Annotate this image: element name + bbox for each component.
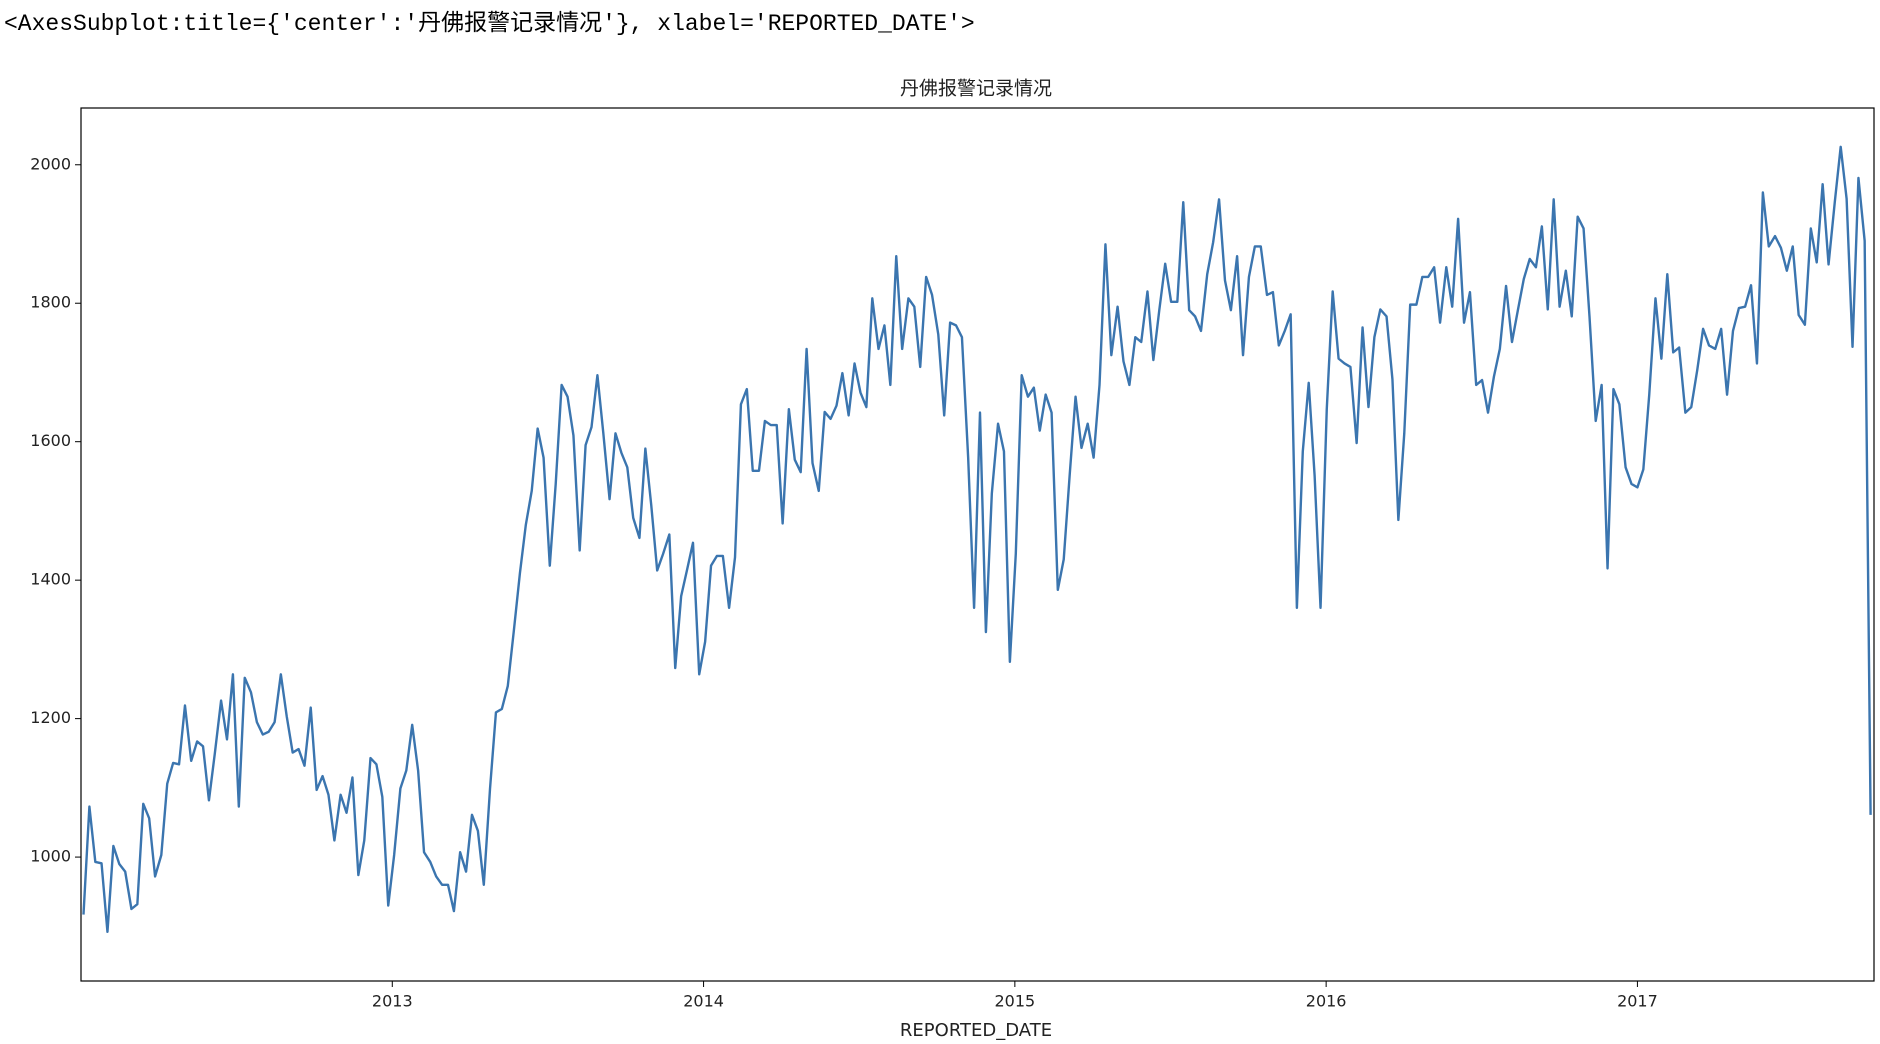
y-tick-label: 1800 — [30, 293, 71, 312]
y-tick-label: 2000 — [30, 154, 71, 173]
x-tick-label: 2016 — [1306, 992, 1347, 1011]
y-tick-label: 1400 — [30, 570, 71, 589]
y-tick-label: 1000 — [30, 847, 71, 866]
y-tick-label: 1600 — [30, 431, 71, 450]
x-tick-label: 2014 — [683, 992, 724, 1011]
plot-frame — [80, 107, 1875, 982]
x-tick-label: 2017 — [1617, 992, 1658, 1011]
y-tick-label: 1200 — [30, 708, 71, 727]
chart-title: 丹佛报警记录情况 — [900, 78, 1052, 100]
x-tick-label: 2013 — [372, 992, 413, 1011]
x-axis-label: REPORTED_DATE — [900, 1020, 1052, 1041]
output-header: <AxesSubplot:title={'center':'丹佛报警记录情况'}… — [4, 10, 975, 37]
x-tick-label: 2015 — [994, 992, 1035, 1011]
data-line — [82, 145, 1872, 934]
